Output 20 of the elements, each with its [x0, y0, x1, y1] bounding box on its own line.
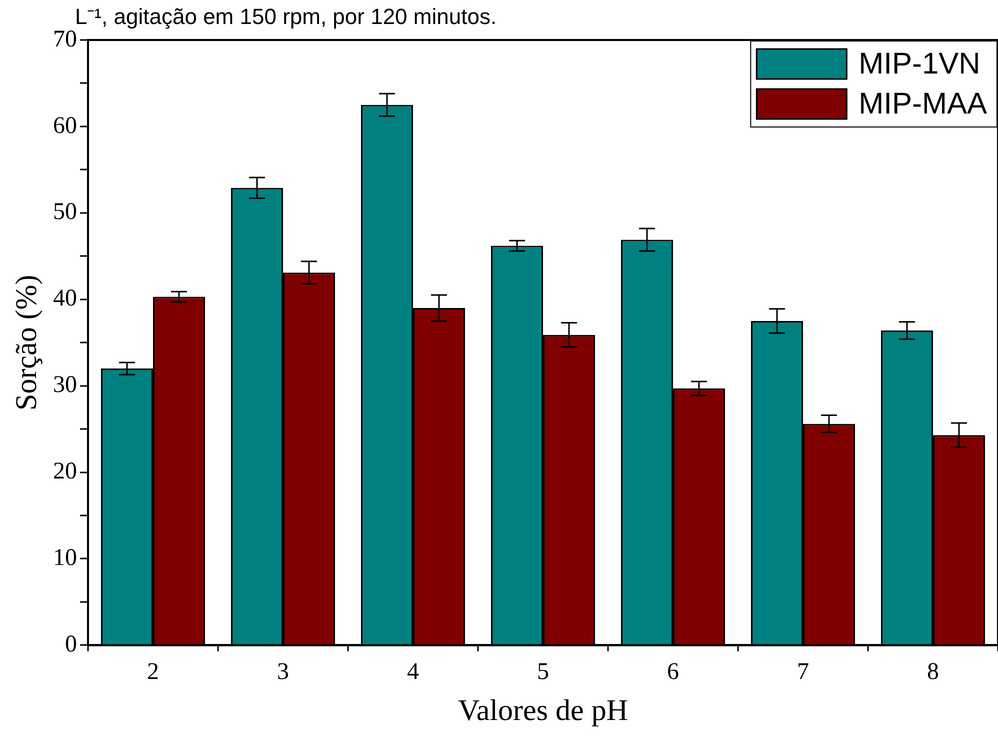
y-tick-label: 30 — [53, 372, 77, 398]
x-tick-label: 2 — [147, 658, 159, 685]
x-tick-label: 5 — [537, 658, 549, 685]
y-tick-label: 0 — [65, 631, 77, 658]
y-axis-title: Sorção (%) — [10, 274, 43, 410]
legend-label: MIP-MAA — [858, 87, 988, 120]
y-tick-label: 50 — [53, 199, 77, 226]
x-axis-title: Valores de pH — [458, 694, 628, 727]
chart-title: L⁻¹, agitação em 150 rpm, por 120 minutos. — [75, 3, 497, 30]
x-tick-label: 4 — [407, 658, 419, 685]
x-tick-label: 8 — [927, 658, 939, 685]
y-tick-label: 70 — [53, 26, 77, 52]
y-tick-label: 20 — [53, 458, 77, 485]
x-tick-label: 6 — [667, 658, 679, 685]
y-tick-label: 60 — [53, 112, 77, 139]
y-tick-label: 40 — [53, 286, 77, 312]
y-tick-label: 10 — [53, 545, 77, 572]
x-tick-label: 7 — [797, 658, 809, 685]
legend-label: MIP-1VN — [858, 47, 980, 80]
x-tick-label: 3 — [277, 658, 289, 685]
